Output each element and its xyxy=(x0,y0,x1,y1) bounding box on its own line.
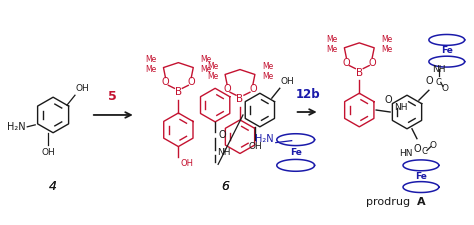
Text: O: O xyxy=(441,84,448,93)
Text: HN: HN xyxy=(400,149,413,158)
Text: 4: 4 xyxy=(49,180,57,193)
Text: Fe: Fe xyxy=(415,172,427,181)
Text: NH: NH xyxy=(217,148,231,157)
Text: O: O xyxy=(218,130,226,140)
Text: O: O xyxy=(429,141,437,150)
Text: Me: Me xyxy=(326,35,337,44)
Text: O: O xyxy=(343,58,350,68)
Text: Me: Me xyxy=(262,72,273,81)
Text: Me: Me xyxy=(207,72,218,81)
Text: OH: OH xyxy=(180,160,193,169)
Text: O: O xyxy=(223,84,231,94)
Text: prodrug: prodrug xyxy=(366,197,414,207)
Text: Me: Me xyxy=(200,65,211,74)
Text: O: O xyxy=(249,84,257,94)
Text: O: O xyxy=(384,95,392,105)
Text: Fe: Fe xyxy=(441,46,453,55)
Text: O: O xyxy=(162,77,169,87)
Text: H₂N: H₂N xyxy=(255,134,274,144)
Text: O: O xyxy=(425,76,433,86)
Text: OH: OH xyxy=(41,148,55,157)
Text: Me: Me xyxy=(381,45,392,54)
Text: C: C xyxy=(422,147,428,156)
Text: Me: Me xyxy=(326,45,337,54)
Text: O: O xyxy=(188,77,195,87)
Text: Me: Me xyxy=(381,35,392,44)
Text: Me: Me xyxy=(262,62,273,71)
Text: OH: OH xyxy=(281,77,294,86)
Text: 12b: 12b xyxy=(295,88,320,101)
Text: 4: 4 xyxy=(49,180,57,193)
Text: 5: 5 xyxy=(109,90,117,103)
Text: O: O xyxy=(413,144,421,154)
Text: NH: NH xyxy=(432,65,446,74)
Text: 6: 6 xyxy=(221,180,229,193)
Text: B: B xyxy=(356,68,363,77)
Text: Me: Me xyxy=(200,55,211,64)
Text: C: C xyxy=(436,78,442,87)
Text: Me: Me xyxy=(207,62,218,71)
Text: OH: OH xyxy=(76,84,90,93)
Text: Fe: Fe xyxy=(290,148,301,157)
Text: O: O xyxy=(368,58,376,68)
Text: Me: Me xyxy=(145,55,156,64)
Text: A: A xyxy=(417,197,426,207)
Text: B: B xyxy=(237,94,244,104)
Text: B: B xyxy=(175,87,182,97)
Text: 6: 6 xyxy=(221,180,229,193)
Text: NH: NH xyxy=(394,103,408,112)
Text: H₂N: H₂N xyxy=(7,122,25,132)
Text: Me: Me xyxy=(145,65,156,74)
Text: OH: OH xyxy=(248,142,262,151)
